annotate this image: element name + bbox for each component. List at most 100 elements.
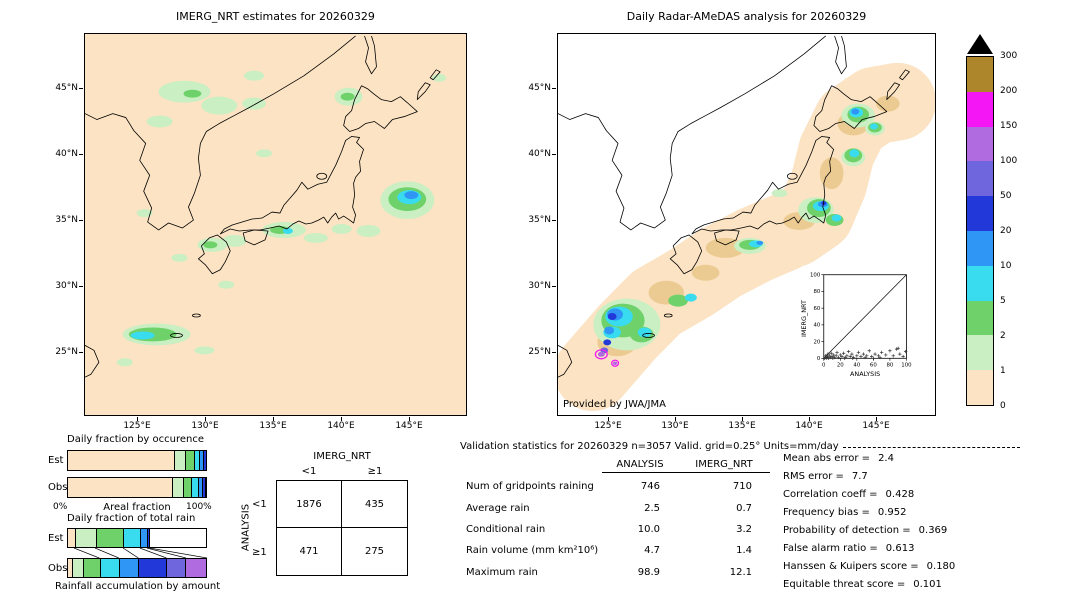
scatter-point	[896, 346, 900, 350]
bar-segment	[182, 478, 191, 497]
scatter-point	[832, 355, 837, 360]
occurrence-x-max: 100%	[186, 502, 212, 512]
metric-label: RMS error =	[783, 471, 844, 482]
metric: Frequency bias = 0.952	[783, 507, 955, 525]
colorbar-tick-label: 50	[1000, 191, 1012, 201]
lat-tick-mark	[552, 154, 556, 155]
colorbar-segment	[967, 335, 993, 371]
occurrence-title: Daily fraction by occurence	[67, 434, 205, 445]
lat-tick-mark	[79, 286, 83, 287]
lon-tick-mark	[409, 417, 410, 421]
bar-segment	[68, 478, 172, 497]
inset-x-tick-label: 0	[822, 362, 826, 368]
metric-label: Mean abs error =	[783, 453, 871, 464]
stats-col-imerg: IMERG_NRT	[695, 459, 753, 470]
inset-x-tick-label: 40	[853, 362, 860, 368]
scatter-point	[891, 354, 895, 358]
bar-segment	[190, 478, 198, 497]
stats-header-text: Validation statistics for 20260329 n=305…	[460, 441, 839, 452]
total-rain-connector-lines	[73, 548, 207, 558]
stats-row: Num of gridpoints raining 746 710	[466, 476, 770, 497]
scatter-point	[903, 349, 908, 354]
contingency-row-label-1: ≥1	[252, 547, 267, 558]
occurrence-est-label: Est	[48, 455, 64, 466]
connector-line	[139, 548, 167, 558]
scatter-point	[861, 352, 866, 356]
lat-tick-label: 30°N	[55, 281, 78, 291]
data-provider-credit: Provided by JWA/JMA	[563, 399, 666, 410]
bar-segment	[204, 478, 206, 497]
colorbar-segment	[967, 230, 993, 266]
stats-table-header: ANALYSIS IMERG_NRT	[466, 459, 770, 473]
scatter-point	[826, 352, 830, 356]
left-map-title: IMERG_NRT estimates for 20260329	[176, 10, 375, 23]
colorbar-segment	[967, 370, 993, 405]
lon-tick-mark	[876, 417, 877, 421]
stat-value-analysis: 4.7	[644, 545, 660, 557]
lon-tick-label: 135°E	[728, 421, 756, 431]
scatter-point	[835, 350, 839, 355]
lat-tick-mark	[79, 88, 83, 89]
radar-map-canvas: 0 20 40 60 80 100 0 20 40 60 80 100 ANALYSIS IMERG_…	[554, 34, 936, 415]
total-rain-obs-bar	[67, 558, 207, 578]
lat-tick-mark	[79, 154, 83, 155]
scatter-point	[851, 355, 856, 360]
lon-tick-mark	[137, 417, 138, 421]
stats-table-rows: Num of gridpoints raining 746 710 Average r…	[466, 476, 770, 583]
bar-segment	[146, 529, 150, 547]
colorbar	[966, 56, 994, 406]
scatter-point	[863, 355, 867, 360]
lon-tick-mark	[675, 417, 676, 421]
lon-tick-label: 125°E	[594, 421, 622, 431]
metric: Probability of detection = 0.369	[783, 525, 955, 543]
metric: RMS error = 7.7	[783, 471, 955, 489]
stat-label: Num of gridpoints raining	[466, 481, 594, 493]
colorbar-overflow-triangle	[967, 34, 993, 54]
metric-label: False alarm ratio =	[783, 543, 878, 554]
colorbar-segment	[967, 300, 993, 336]
stat-value-imerg: 12.1	[729, 566, 752, 578]
scatter-point	[859, 354, 863, 359]
bar-segment	[197, 478, 202, 497]
total-rain-footer: Rainfall accumulation by amount	[55, 581, 221, 592]
colorbar-segment	[967, 265, 993, 301]
connector-line	[146, 548, 187, 558]
bar-segment	[138, 559, 166, 577]
metric-value: 0.101	[913, 579, 942, 590]
contingency-cell-11: 275	[364, 546, 385, 557]
bar-segment	[68, 529, 75, 547]
scatter-point	[855, 354, 859, 358]
scatter-point	[836, 355, 841, 360]
scatter-point	[878, 355, 882, 360]
lon-tick-label: 140°E	[795, 421, 823, 431]
inset-y-tick-label: 20	[813, 339, 820, 345]
bar-segment	[123, 529, 140, 547]
occurrence-x-min: 0%	[53, 502, 68, 512]
metric: Mean abs error = 2.4	[783, 453, 955, 471]
lon-tick-label: 130°E	[661, 421, 689, 431]
lat-tick-mark	[552, 286, 556, 287]
bar-segment	[185, 451, 194, 470]
bar-segment	[83, 559, 100, 577]
inset-y-axis-label: IMERG_NRT	[800, 300, 808, 337]
bar-segment	[171, 478, 183, 497]
lat-tick-label: 25°N	[528, 347, 551, 357]
metric-value: 7.7	[851, 471, 868, 482]
metric: False alarm ratio = 0.613	[783, 543, 955, 561]
imerg-map	[84, 33, 467, 416]
metric-value: 0.613	[885, 543, 915, 554]
contingency-cell-10: 471	[277, 528, 342, 575]
stat-label: Rain volume (mm km²10⁶)	[466, 545, 599, 557]
colorbar-segment	[967, 91, 993, 127]
contingency-table: 1876 435 471 275	[276, 480, 408, 576]
lon-tick-mark	[205, 417, 206, 421]
colorbar-tick-label: 300	[1000, 51, 1018, 61]
scatter-point	[829, 351, 833, 355]
lat-tick-label: 25°N	[55, 347, 78, 357]
stat-value-analysis: 98.9	[637, 566, 660, 578]
inset-diagonal-line	[823, 274, 907, 359]
scatter-point	[841, 351, 846, 355]
inset-y-tick-label: 40	[813, 323, 820, 329]
inset-x-tick-label: 60	[870, 362, 877, 368]
metric: Equitable threat score = 0.101	[783, 579, 955, 597]
